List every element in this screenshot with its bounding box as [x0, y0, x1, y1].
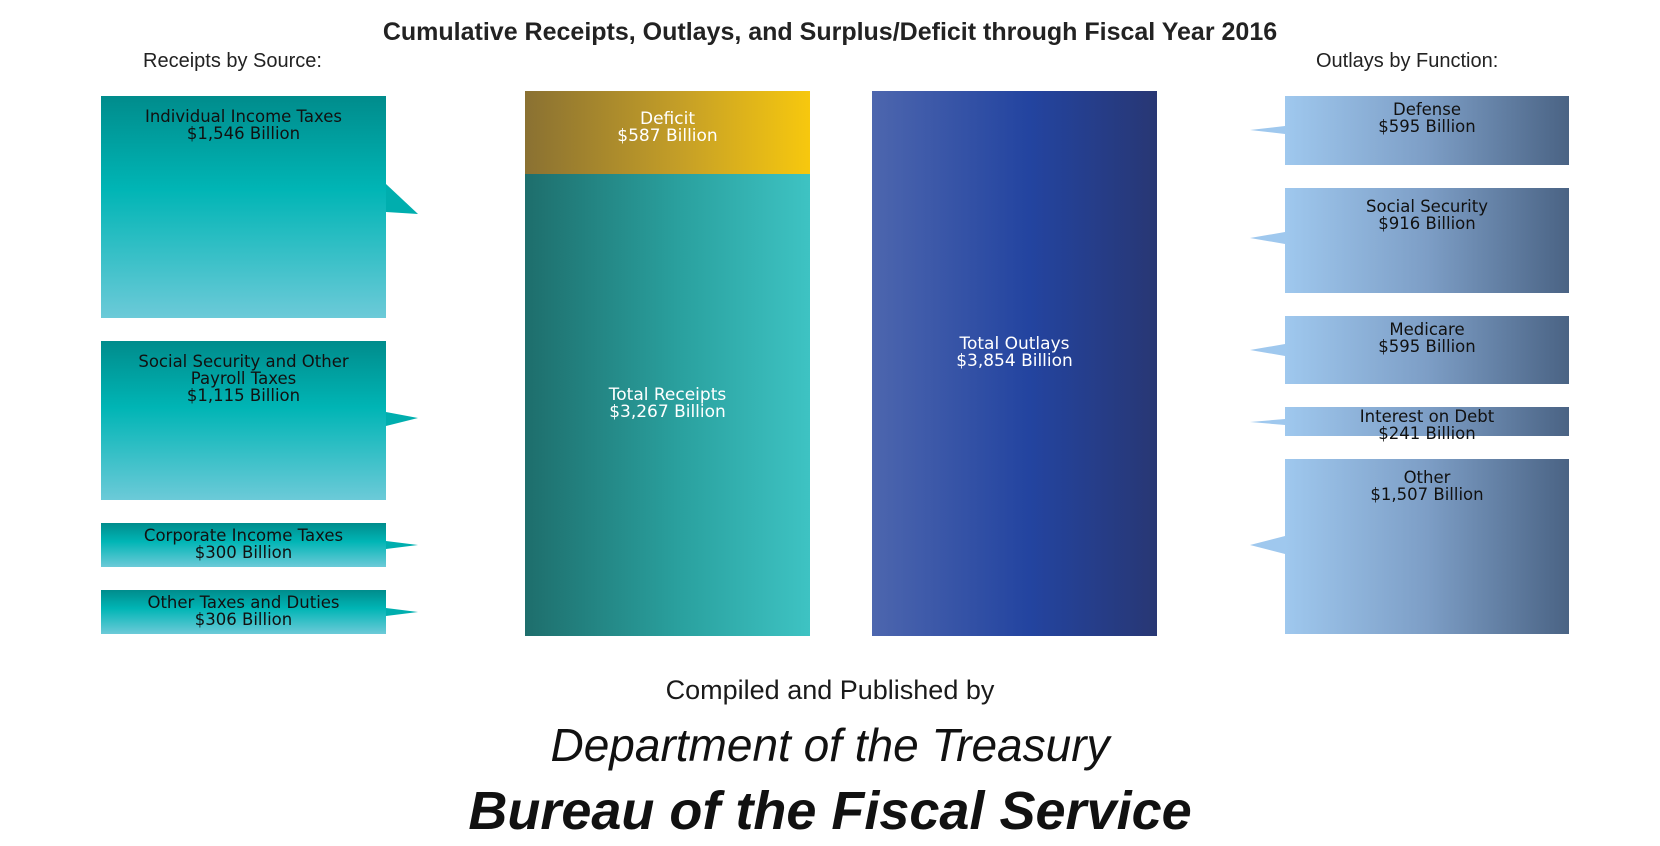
receipt-source-label: Social Security and Other Payroll Taxes …	[138, 352, 349, 405]
total-outlays-label: Total Outlays $3,854 Billion	[956, 333, 1073, 371]
receipt-source-label: Individual Income Taxes $1,546 Billion	[144, 107, 343, 143]
outlay-function-box: Other $1,507 Billion	[1285, 459, 1569, 634]
receipt-source-box: Individual Income Taxes $1,546 Billion	[101, 96, 386, 318]
bureau-name: Bureau of the Fiscal Service	[468, 781, 1192, 841]
outlay-function-box: Defense $595 Billion	[1285, 96, 1569, 165]
chart-title: Cumulative Receipts, Outlays, and Surplu…	[382, 18, 1278, 46]
receipt-source-label: Other Taxes and Duties $306 Billion	[147, 593, 340, 629]
outlay-function-label: Interest on Debt $241 Billion	[1359, 407, 1495, 443]
total-receipts-bar: Total Receipts $3,267 Billion	[525, 174, 810, 636]
receipt-source-label: Corporate Income Taxes $300 Billion	[143, 526, 344, 562]
outlay-function-label: Medicare $595 Billion	[1378, 320, 1476, 356]
receipt-source-box: Social Security and Other Payroll Taxes …	[101, 341, 386, 500]
receipts-heading: Receipts by Source:	[143, 50, 322, 72]
total-outlays-bar: Total Outlays $3,854 Billion	[872, 91, 1157, 636]
receipt-source-box: Other Taxes and Duties $306 Billion	[101, 590, 386, 634]
department-name: Department of the Treasury	[550, 719, 1110, 771]
total-receipts-label: Total Receipts $3,267 Billion	[608, 384, 727, 422]
outlay-function-label: Defense $595 Billion	[1378, 100, 1476, 136]
outlay-function-label: Social Security $916 Billion	[1366, 197, 1488, 233]
compiled-by-text: Compiled and Published by	[665, 675, 995, 705]
deficit-label: Deficit $587 Billion	[617, 109, 718, 146]
receipt-source-box: Corporate Income Taxes $300 Billion	[101, 523, 386, 567]
outlay-function-box: Medicare $595 Billion	[1285, 316, 1569, 384]
deficit-bar: Deficit $587 Billion	[525, 91, 810, 174]
outlay-function-label: Other $1,507 Billion	[1370, 468, 1484, 504]
outlays-heading: Outlays by Function:	[1316, 50, 1499, 72]
outlay-function-box: Interest on Debt $241 Billion	[1285, 407, 1569, 442]
outlay-function-box: Social Security $916 Billion	[1285, 188, 1569, 293]
